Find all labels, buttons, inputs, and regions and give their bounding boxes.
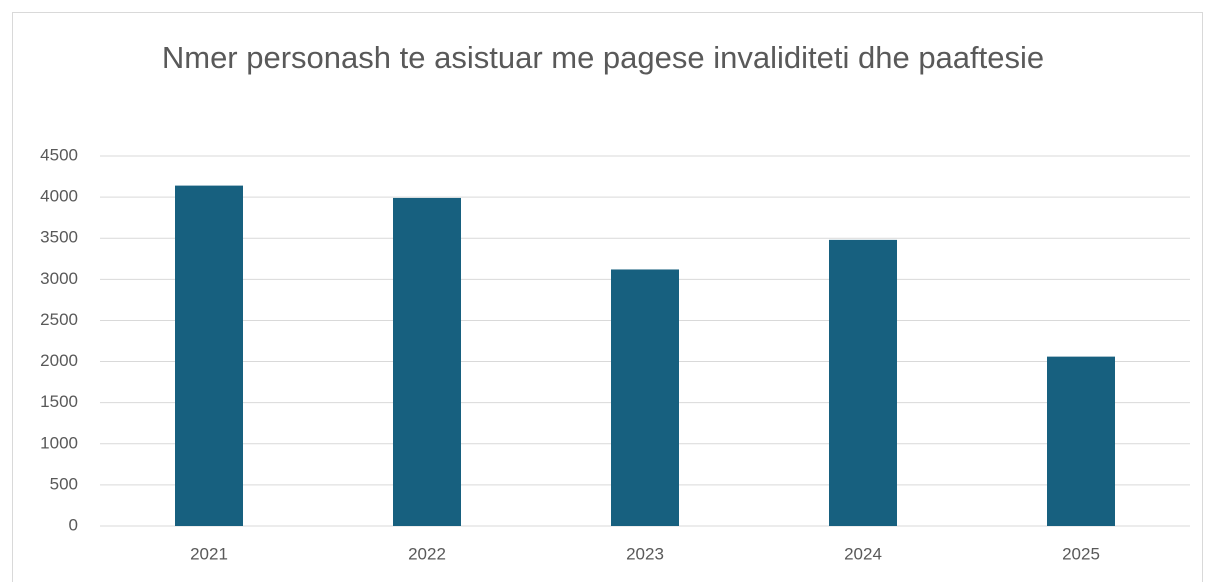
chart-title: Nmer personash te asistuar me pagese inv… bbox=[161, 40, 1045, 75]
y-tick-label: 2500 bbox=[40, 310, 78, 329]
x-tick-label: 2021 bbox=[190, 544, 228, 563]
y-tick-label: 3000 bbox=[40, 269, 78, 288]
y-tick-label: 1000 bbox=[40, 433, 78, 452]
x-tick-label: 2023 bbox=[626, 544, 664, 563]
y-tick-label: 1500 bbox=[40, 392, 78, 411]
bar bbox=[1047, 356, 1115, 526]
y-tick-label: 3500 bbox=[40, 228, 78, 247]
bar bbox=[611, 269, 679, 526]
x-tick-label: 2024 bbox=[844, 544, 882, 563]
y-tick-label: 4500 bbox=[40, 145, 78, 164]
y-tick-label: 4000 bbox=[40, 187, 78, 206]
y-tick-label: 2000 bbox=[40, 351, 78, 370]
x-tick-label: 2022 bbox=[408, 544, 446, 563]
y-tick-label: 500 bbox=[50, 474, 78, 493]
chart-frame bbox=[12, 12, 1203, 582]
bar bbox=[175, 185, 243, 526]
bar bbox=[393, 197, 461, 526]
bar bbox=[829, 239, 897, 526]
y-tick-label: 0 bbox=[69, 515, 78, 534]
x-tick-label: 2025 bbox=[1062, 544, 1100, 563]
